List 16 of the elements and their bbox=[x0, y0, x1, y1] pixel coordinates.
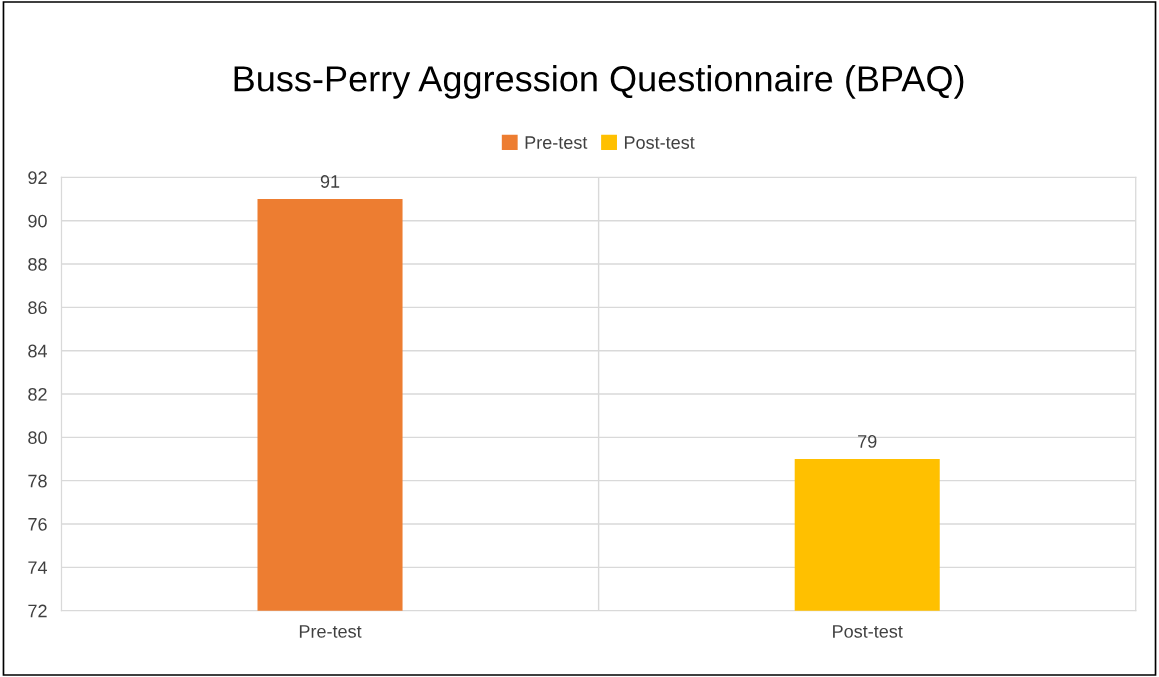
legend-label: Pre-test bbox=[525, 136, 588, 149]
y-tick-label: 86 bbox=[28, 301, 47, 315]
y-tick-label: 76 bbox=[28, 517, 47, 531]
y-tick-label: 82 bbox=[28, 387, 47, 401]
y-tick-label: 74 bbox=[28, 561, 48, 574]
y-tick-label: 78 bbox=[28, 474, 47, 488]
y-tick-label: 90 bbox=[28, 214, 47, 228]
y-tick-label: 80 bbox=[28, 431, 47, 445]
y-tick-label: 92 bbox=[28, 171, 47, 185]
data-label: 91 bbox=[320, 175, 340, 188]
legend-label: Post-test bbox=[624, 136, 695, 149]
y-tick-label: 88 bbox=[28, 257, 47, 271]
y-tick-label: 72 bbox=[28, 604, 47, 618]
data-label: 79 bbox=[858, 435, 877, 448]
chart-title: Buss-Perry Aggression Questionnaire (BPAQ) bbox=[234, 65, 964, 99]
y-tick-label: 84 bbox=[28, 344, 48, 358]
